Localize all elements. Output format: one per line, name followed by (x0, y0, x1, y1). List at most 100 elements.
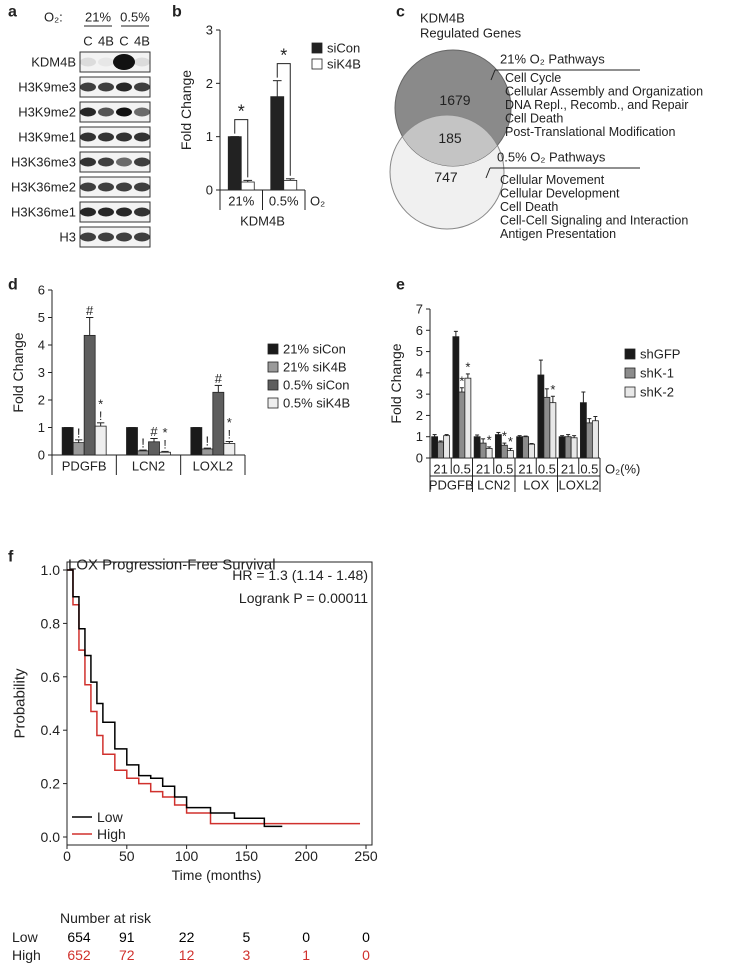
legend-swatch (311, 42, 323, 54)
blot-band (80, 107, 96, 117)
x-axis-label: Time (months) (172, 867, 262, 883)
bar (494, 434, 502, 459)
annotation: * (459, 373, 464, 388)
blot-row-label: H3K36me3 (11, 155, 76, 170)
pathway-title: 0.5% O₂ Pathways (497, 150, 606, 165)
bar (464, 377, 472, 459)
x-tick-label: 21% (228, 194, 254, 209)
annotation: # (215, 371, 223, 386)
risk-value: 0 (362, 929, 370, 945)
annotation: * (98, 396, 103, 411)
annotation: HR = 1.3 (1.14 - 1.48) (232, 567, 368, 583)
plot-frame (66, 561, 373, 846)
bar (506, 450, 514, 459)
y-axis-label: Fold Change (10, 332, 26, 412)
x-tick-label: PDGFB (62, 459, 107, 474)
legend-swatch (267, 361, 279, 373)
venn-title: KDM4B (420, 11, 465, 26)
risk-value: 654 (67, 929, 91, 945)
comparison-label: * (280, 46, 287, 66)
bar (570, 437, 578, 459)
category-group-label: KDM4B (240, 214, 285, 229)
panel-label: b (172, 4, 182, 21)
pathway-item: Post-Translational Modification (505, 125, 675, 139)
venn-subtitle: Regulated Genes (420, 26, 522, 41)
annotation: ! (141, 436, 145, 451)
bar (61, 427, 74, 456)
blot-row-label: H3K9me1 (18, 130, 76, 145)
risk-value: 1 (302, 947, 310, 963)
blot-band (98, 57, 114, 67)
risk-row-label: Low (12, 929, 39, 945)
legend-label: siK4B (327, 57, 361, 72)
comparison-bracket (276, 63, 291, 176)
annotation: ! (206, 434, 210, 449)
blot-row-label: H3K36me2 (11, 180, 76, 195)
blot-band (80, 157, 96, 167)
bar (485, 448, 493, 459)
legend-label: Low (97, 809, 124, 825)
pathway-item: Cell Death (505, 112, 563, 126)
bar (94, 425, 107, 456)
survival-curve (67, 569, 361, 825)
lane-label: 4B (134, 34, 150, 49)
blot-band (134, 132, 150, 142)
blot-band (98, 232, 114, 242)
bar (500, 444, 508, 459)
comparison-label: * (238, 102, 245, 122)
annotation: ! (77, 425, 81, 440)
y-tick-label: 1 (206, 129, 213, 144)
pathway-connector (490, 69, 496, 81)
bar (473, 436, 481, 459)
bar (585, 422, 593, 459)
annotation: * (502, 429, 507, 444)
x-tick-label: LOXL2 (193, 459, 233, 474)
bar (516, 436, 524, 459)
bar (549, 402, 557, 459)
y-tick-label: 0.0 (41, 829, 61, 845)
bar (479, 442, 487, 459)
risk-value: 652 (67, 947, 91, 963)
pathway-item: Cell Death (500, 200, 558, 214)
venn-count: 747 (434, 169, 458, 185)
pathway-item: Cellular Movement (500, 173, 605, 187)
blot-band (116, 107, 132, 117)
x-tick-label: 0.5 (538, 462, 556, 477)
blot-band (116, 182, 132, 192)
annotation: * (550, 382, 555, 397)
category-title: O₂(%) (605, 462, 640, 477)
bar (443, 435, 451, 459)
x-tick-label: 250 (354, 848, 378, 864)
bar (431, 436, 439, 459)
bar (159, 451, 171, 456)
y-axis-label: Fold Change (178, 70, 194, 150)
blot-row-label: KDM4B (31, 55, 76, 70)
y-tick-label: 0.2 (41, 776, 61, 792)
annotation: * (508, 434, 513, 449)
y-tick-label: 2 (206, 76, 213, 91)
annotation: ! (228, 428, 231, 442)
y-tick-label: 3 (206, 23, 213, 38)
risk-value: 72 (119, 947, 135, 963)
legend-label: 0.5% siK4B (283, 396, 350, 411)
legend-swatch (267, 343, 279, 355)
blot-band (98, 157, 114, 167)
bar (591, 420, 599, 459)
x-tick-label: 0.5 (453, 462, 471, 477)
blot-band (80, 182, 96, 192)
blot-band (98, 132, 114, 142)
panel-label: d (8, 277, 18, 294)
bar (223, 443, 236, 456)
pathway-connector (485, 167, 491, 179)
blot-band (116, 207, 132, 217)
legend-label: siCon (327, 41, 360, 56)
x-tick-label: 100 (175, 848, 199, 864)
panel-label: a (8, 4, 17, 21)
bar (201, 448, 214, 456)
x-tick-label: 21 (561, 462, 575, 477)
y-tick-label: 0.6 (41, 669, 61, 685)
x-tick-label: 0 (63, 848, 71, 864)
legend-swatch (267, 379, 279, 391)
blot-band (116, 132, 132, 142)
bar (126, 427, 138, 456)
